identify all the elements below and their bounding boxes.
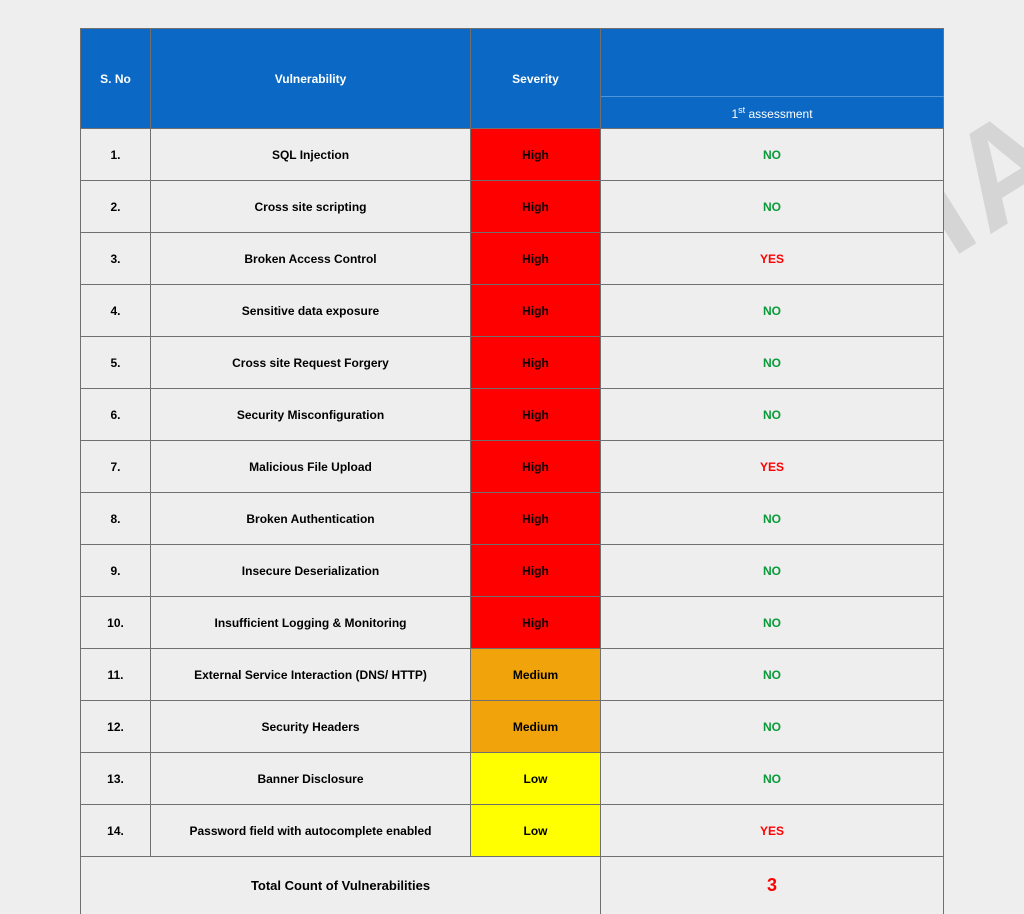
cell-assessment: NO [601, 389, 944, 441]
cell-assessment: NO [601, 181, 944, 233]
table-row: 10.Insufficient Logging & MonitoringHigh… [81, 597, 944, 649]
cell-severity: High [471, 545, 601, 597]
cell-assessment: NO [601, 701, 944, 753]
cell-severity: Low [471, 753, 601, 805]
cell-sno: 6. [81, 389, 151, 441]
cell-assessment: NO [601, 753, 944, 805]
footer-total-count: 3 [601, 857, 944, 914]
cell-assessment: NO [601, 493, 944, 545]
cell-vulnerability: Sensitive data exposure [151, 285, 471, 337]
cell-sno: 1. [81, 129, 151, 181]
header-severity: Severity [471, 29, 601, 129]
table-row: 7.Malicious File UploadHighYES [81, 441, 944, 493]
table-row: 3.Broken Access ControlHighYES [81, 233, 944, 285]
cell-vulnerability: Cross site Request Forgery [151, 337, 471, 389]
cell-sno: 8. [81, 493, 151, 545]
table-row: 11.External Service Interaction (DNS/ HT… [81, 649, 944, 701]
cell-assessment: YES [601, 441, 944, 493]
cell-vulnerability: Security Headers [151, 701, 471, 753]
table-row: 14.Password field with autocomplete enab… [81, 805, 944, 857]
cell-assessment: NO [601, 337, 944, 389]
table-row: 6.Security MisconfigurationHighNO [81, 389, 944, 441]
cell-sno: 12. [81, 701, 151, 753]
header-vulnerability: Vulnerability [151, 29, 471, 129]
table-row: 4.Sensitive data exposureHighNO [81, 285, 944, 337]
cell-sno: 11. [81, 649, 151, 701]
table-row: 13.Banner DisclosureLowNO [81, 753, 944, 805]
cell-severity: High [471, 493, 601, 545]
cell-vulnerability: Broken Authentication [151, 493, 471, 545]
header-assessment: 1st assessment [601, 97, 944, 129]
cell-assessment: NO [601, 545, 944, 597]
cell-sno: 13. [81, 753, 151, 805]
cell-sno: 4. [81, 285, 151, 337]
vulnerability-report-page: CONFIDENTIAL S. No Vulnerability Severit… [0, 0, 1024, 914]
table-body: 1.SQL InjectionHighNO2.Cross site script… [81, 129, 944, 857]
cell-sno: 14. [81, 805, 151, 857]
cell-vulnerability: Security Misconfiguration [151, 389, 471, 441]
table-row: 8.Broken AuthenticationHighNO [81, 493, 944, 545]
cell-assessment: NO [601, 285, 944, 337]
cell-severity: High [471, 597, 601, 649]
cell-severity: High [471, 129, 601, 181]
cell-severity: Medium [471, 649, 601, 701]
cell-vulnerability: Cross site scripting [151, 181, 471, 233]
cell-severity: High [471, 441, 601, 493]
cell-assessment: NO [601, 597, 944, 649]
table-footer: Total Count of Vulnerabilities 3 [81, 857, 944, 914]
cell-vulnerability: External Service Interaction (DNS/ HTTP) [151, 649, 471, 701]
table-row: 12.Security HeadersMediumNO [81, 701, 944, 753]
cell-vulnerability: Insufficient Logging & Monitoring [151, 597, 471, 649]
cell-assessment: NO [601, 649, 944, 701]
table-row: 5.Cross site Request ForgeryHighNO [81, 337, 944, 389]
cell-severity: Low [471, 805, 601, 857]
footer-total-label: Total Count of Vulnerabilities [81, 857, 601, 914]
cell-severity: High [471, 337, 601, 389]
cell-vulnerability: Insecure Deserialization [151, 545, 471, 597]
cell-sno: 7. [81, 441, 151, 493]
table-row: 1.SQL InjectionHighNO [81, 129, 944, 181]
cell-severity: High [471, 233, 601, 285]
vulnerability-table: S. No Vulnerability Severity 1st assessm… [80, 28, 944, 914]
cell-vulnerability: Password field with autocomplete enabled [151, 805, 471, 857]
table-row: 9.Insecure DeserializationHighNO [81, 545, 944, 597]
cell-vulnerability: SQL Injection [151, 129, 471, 181]
header-assessment-group [601, 29, 944, 97]
header-sno: S. No [81, 29, 151, 129]
cell-severity: High [471, 285, 601, 337]
cell-vulnerability: Broken Access Control [151, 233, 471, 285]
cell-vulnerability: Banner Disclosure [151, 753, 471, 805]
cell-assessment: YES [601, 805, 944, 857]
cell-severity: Medium [471, 701, 601, 753]
cell-severity: High [471, 181, 601, 233]
table-header: S. No Vulnerability Severity 1st assessm… [81, 29, 944, 129]
cell-sno: 10. [81, 597, 151, 649]
cell-assessment: NO [601, 129, 944, 181]
cell-assessment: YES [601, 233, 944, 285]
cell-sno: 3. [81, 233, 151, 285]
cell-sno: 9. [81, 545, 151, 597]
cell-sno: 2. [81, 181, 151, 233]
table-row: 2.Cross site scriptingHighNO [81, 181, 944, 233]
cell-vulnerability: Malicious File Upload [151, 441, 471, 493]
cell-severity: High [471, 389, 601, 441]
cell-sno: 5. [81, 337, 151, 389]
